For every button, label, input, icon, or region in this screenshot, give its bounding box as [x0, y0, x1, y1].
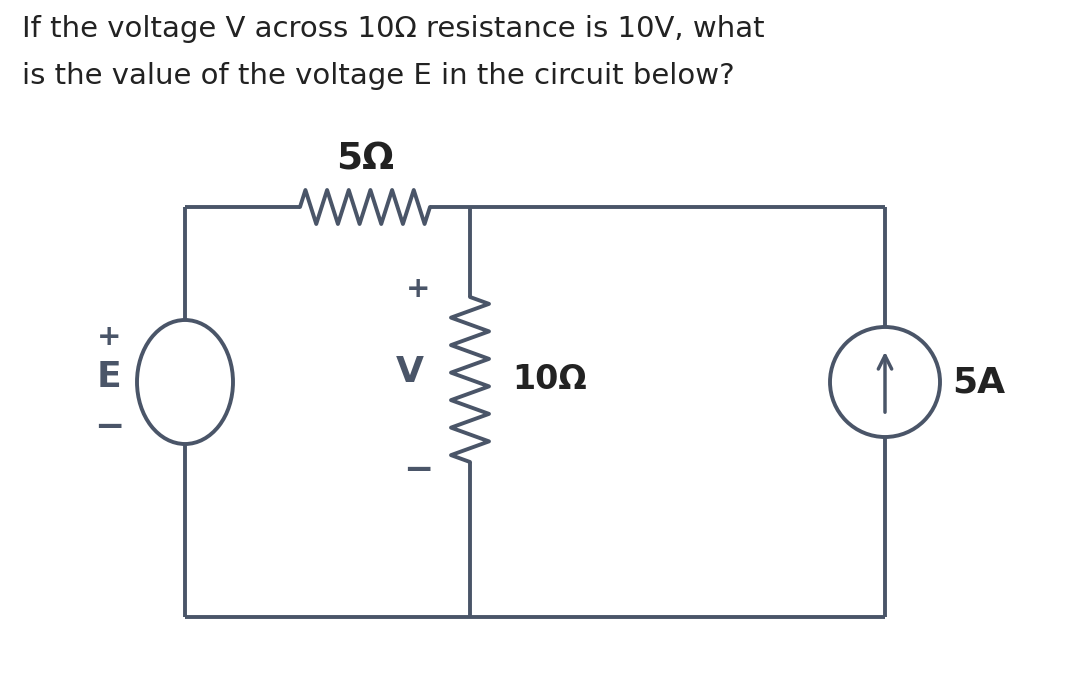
Text: +: +	[97, 323, 121, 351]
Text: 5Ω: 5Ω	[336, 141, 394, 177]
Text: If the voltage V across 10Ω resistance is 10V, what: If the voltage V across 10Ω resistance i…	[22, 15, 765, 43]
Text: 5A: 5A	[951, 365, 1005, 399]
Text: 10Ω: 10Ω	[512, 363, 586, 396]
Text: −: −	[403, 453, 433, 487]
Text: is the value of the voltage E in the circuit below?: is the value of the voltage E in the cir…	[22, 62, 734, 90]
Text: +: +	[406, 275, 430, 303]
Text: E: E	[96, 360, 121, 394]
Text: V: V	[396, 354, 424, 389]
Text: −: −	[94, 410, 124, 444]
